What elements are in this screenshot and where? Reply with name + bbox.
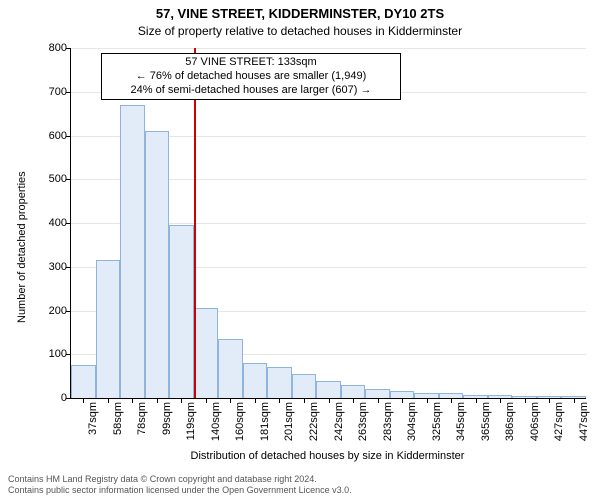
x-tick-label: 406sqm <box>529 398 541 441</box>
bar <box>218 339 243 398</box>
x-tick-label: 325sqm <box>431 398 443 441</box>
x-tick-mark <box>525 398 526 403</box>
x-tick-label: 58sqm <box>112 398 124 435</box>
x-tick-label: 119sqm <box>185 398 197 440</box>
x-tick-label: 99sqm <box>161 398 173 435</box>
y-tick-label: 800 <box>49 42 71 54</box>
x-tick-mark <box>83 398 84 403</box>
marker-line <box>194 48 196 398</box>
bar <box>365 389 390 398</box>
x-tick-mark <box>427 398 428 403</box>
x-tick-mark <box>353 398 354 403</box>
y-axis-label: Number of detached properties <box>16 171 28 323</box>
bar <box>96 260 121 398</box>
x-tick-mark <box>329 398 330 403</box>
x-tick-label: 37sqm <box>87 398 99 435</box>
bar <box>71 365 96 398</box>
y-tick-label: 300 <box>49 261 71 273</box>
x-tick-mark <box>230 398 231 403</box>
x-tick-label: 78sqm <box>136 398 148 435</box>
chart-footer: Contains HM Land Registry data © Crown c… <box>8 474 352 496</box>
bar <box>243 363 268 398</box>
grid-line <box>71 48 586 49</box>
annotation-line-2: 24% of semi-detached houses are larger (… <box>106 84 396 98</box>
bar <box>169 225 194 398</box>
plot-area: 57 VINE STREET: 133sqm← 76% of detached … <box>70 48 586 399</box>
x-tick-label: 386sqm <box>504 398 516 441</box>
bar <box>341 385 366 398</box>
bar <box>145 131 170 398</box>
x-tick-mark <box>500 398 501 403</box>
chart-subtitle: Size of property relative to detached ho… <box>0 22 600 38</box>
x-tick-label: 447sqm <box>578 398 590 441</box>
x-tick-mark <box>304 398 305 403</box>
x-tick-label: 181sqm <box>259 398 271 441</box>
y-tick-label: 0 <box>61 392 71 404</box>
x-tick-mark <box>157 398 158 403</box>
x-tick-label: 365sqm <box>480 398 492 441</box>
x-tick-label: 304sqm <box>406 398 418 441</box>
y-tick-label: 400 <box>49 217 71 229</box>
x-tick-mark <box>451 398 452 403</box>
x-tick-label: 242sqm <box>333 398 345 441</box>
x-tick-label: 427sqm <box>553 398 565 441</box>
x-tick-mark <box>132 398 133 403</box>
x-tick-label: 345sqm <box>455 398 467 441</box>
x-tick-mark <box>279 398 280 403</box>
x-tick-mark <box>181 398 182 403</box>
bar <box>120 105 145 398</box>
x-tick-mark <box>549 398 550 403</box>
x-tick-mark <box>255 398 256 403</box>
bar <box>267 367 292 398</box>
x-tick-mark <box>574 398 575 403</box>
x-tick-label: 160sqm <box>234 398 246 441</box>
footer-line-1: Contains HM Land Registry data © Crown c… <box>8 474 352 485</box>
x-tick-label: 283sqm <box>382 398 394 441</box>
x-tick-mark <box>402 398 403 403</box>
x-tick-label: 222sqm <box>308 398 320 441</box>
x-tick-mark <box>206 398 207 403</box>
y-tick-label: 700 <box>49 86 71 98</box>
x-tick-mark <box>378 398 379 403</box>
y-tick-label: 500 <box>49 173 71 185</box>
y-tick-label: 200 <box>49 305 71 317</box>
bar <box>194 308 219 398</box>
x-tick-mark <box>108 398 109 403</box>
x-tick-label: 263sqm <box>357 398 369 441</box>
annotation-box: 57 VINE STREET: 133sqm← 76% of detached … <box>101 53 401 100</box>
y-tick-label: 100 <box>49 348 71 360</box>
x-tick-label: 201sqm <box>283 398 295 441</box>
annotation-line-1: ← 76% of detached houses are smaller (1,… <box>106 70 396 84</box>
bar <box>316 381 341 399</box>
property-size-chart: 57, VINE STREET, KIDDERMINSTER, DY10 2TS… <box>0 0 600 500</box>
x-tick-label: 140sqm <box>210 398 222 441</box>
annotation-line-0: 57 VINE STREET: 133sqm <box>106 56 396 70</box>
footer-line-2: Contains public sector information licen… <box>8 485 352 496</box>
chart-title: 57, VINE STREET, KIDDERMINSTER, DY10 2TS <box>0 0 600 22</box>
bar <box>292 374 317 398</box>
x-tick-mark <box>476 398 477 403</box>
x-axis-label: Distribution of detached houses by size … <box>70 450 585 462</box>
y-tick-label: 600 <box>49 130 71 142</box>
